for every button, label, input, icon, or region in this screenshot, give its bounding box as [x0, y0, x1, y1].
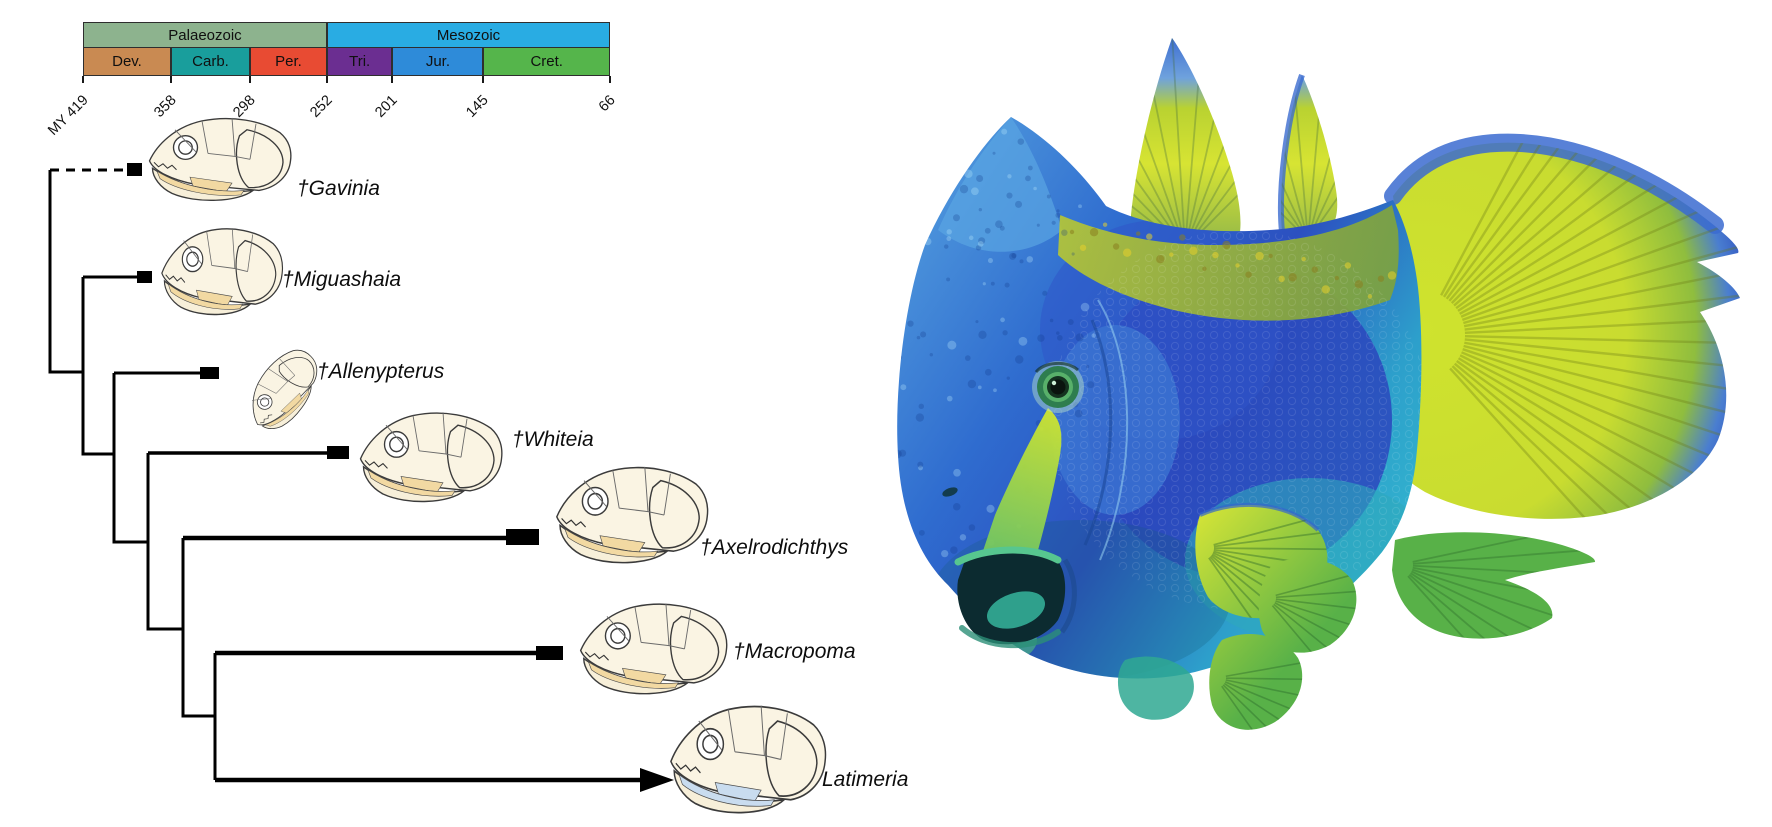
- cladogram: [48, 117, 827, 814]
- taxon-label-whiteia: †Whiteia: [512, 428, 594, 451]
- skull-allenypterus: [236, 339, 331, 441]
- skull-whiteia: [359, 411, 503, 503]
- nostril: [942, 487, 958, 497]
- era-palaeozoic: Palaeozoic: [83, 22, 327, 48]
- arrow-to-present: [640, 768, 674, 792]
- tick-66: [609, 76, 611, 83]
- coelacanth-illustration: [897, 38, 1740, 730]
- tick-419: [82, 76, 84, 83]
- taxon-label-allenypterus: †Allenypterus: [317, 360, 445, 383]
- geological-timescale: Palaeozoic Mesozoic Dev. Carb. Per. Tri. Jur.…: [45, 22, 619, 139]
- taxon-label-axelrodichthys: †Axelrodichthys: [700, 536, 849, 559]
- period-carb: Carb.: [171, 47, 251, 76]
- tip-range-bars: [127, 163, 563, 660]
- mouth: [954, 546, 1077, 649]
- tick-298: [249, 76, 252, 83]
- taxon-label-macropoma: †Macropoma: [733, 640, 856, 663]
- taxon-label-gavinia: †Gavinia: [297, 177, 380, 200]
- eye: [1032, 361, 1084, 413]
- skull-axelrodichthys: [556, 466, 709, 564]
- caudal-fin: [1384, 133, 1740, 519]
- ventral-fin: [1117, 656, 1194, 720]
- period-row: Dev. Carb. Per. Tri. Jur. Cret.: [83, 47, 610, 76]
- skull-latimeria: [670, 704, 827, 814]
- anal-fin: [1392, 532, 1596, 639]
- taxon-label-latimeria: Latimeria: [822, 768, 909, 791]
- second-dorsal-fin: [1277, 73, 1338, 238]
- tick-201: [390, 76, 393, 83]
- period-tri: Tri.: [326, 47, 393, 76]
- period-jur: Jur.: [392, 47, 484, 76]
- pelvic-fin-2: [1209, 634, 1303, 730]
- taxon-label-miguashaia: †Miguashaia: [282, 268, 402, 291]
- tick-358: [170, 76, 172, 83]
- period-per: Per.: [250, 47, 327, 76]
- snout-stripe: [975, 408, 1062, 590]
- timescale-axis: MY 419 358 298 252 201 145 66: [45, 76, 619, 139]
- period-cret: Cret.: [483, 47, 610, 76]
- tick-145: [481, 76, 484, 83]
- period-dev: Dev.: [83, 47, 171, 76]
- tree-branches: [48, 168, 642, 783]
- skull-macropoma: [579, 602, 728, 695]
- tick-252: [326, 76, 328, 83]
- era-row: Palaeozoic Mesozoic: [83, 22, 610, 48]
- skull-miguashaia: [161, 227, 284, 316]
- tongue: [986, 591, 1046, 629]
- skull-gavinia: [148, 117, 292, 202]
